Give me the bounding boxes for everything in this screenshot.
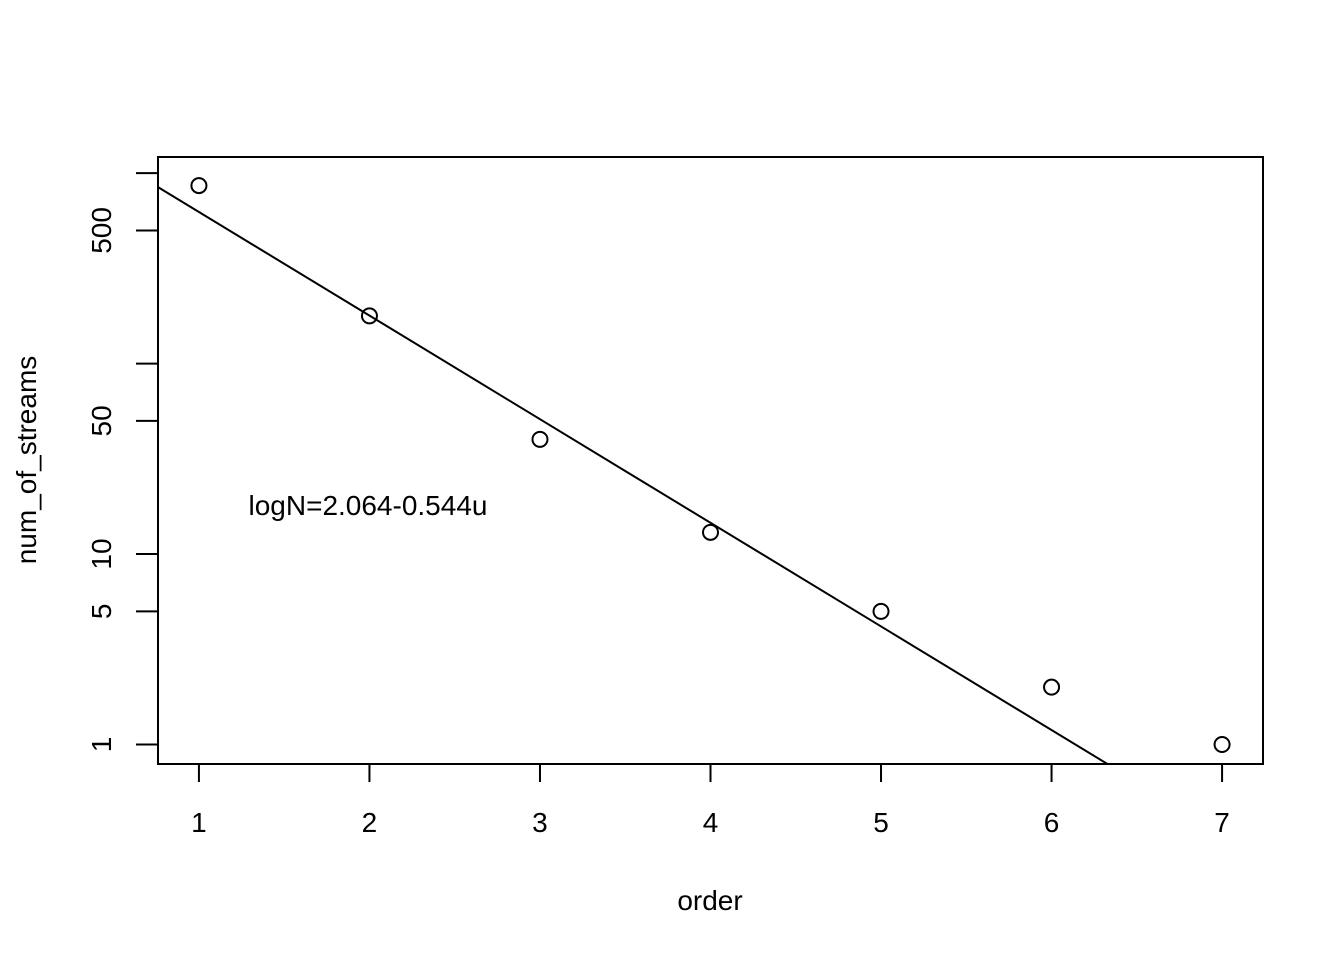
- data-point: [702, 523, 719, 541]
- y-tick-label: 500: [86, 207, 117, 254]
- fit-equation-annotation: logN=2.064-0.544u: [249, 490, 488, 521]
- x-tick-label: 5: [873, 807, 889, 838]
- x-tick-label: 4: [703, 807, 719, 838]
- y-axis-title: num_of_streams: [11, 356, 42, 565]
- x-axis-title: order: [677, 885, 742, 916]
- x-tick-label: 6: [1044, 807, 1060, 838]
- y-tick-label: 10: [86, 538, 117, 569]
- data-point: [872, 602, 890, 620]
- data-point: [190, 177, 208, 195]
- y-tick-label: 5: [86, 604, 117, 620]
- points-layer: [190, 177, 1231, 754]
- plot-frame: [157, 156, 1264, 765]
- y-axis: 1 5 10 50 500: [86, 172, 159, 753]
- data-point: [360, 307, 378, 325]
- x-tick-label: 1: [191, 807, 207, 838]
- x-axis: 1 2 3 4 5 6 7: [191, 763, 1230, 838]
- x-tick-label: 2: [362, 807, 378, 838]
- data-point: [1213, 736, 1231, 754]
- data-point: [531, 430, 549, 448]
- fit-line-layer: [157, 186, 1108, 765]
- y-tick-label: 1: [86, 737, 117, 753]
- x-tick-label: 7: [1214, 807, 1230, 838]
- x-tick-label: 3: [532, 807, 548, 838]
- y-tick-label: 50: [86, 405, 117, 436]
- fit-line: [157, 186, 1108, 765]
- data-point: [1043, 678, 1061, 696]
